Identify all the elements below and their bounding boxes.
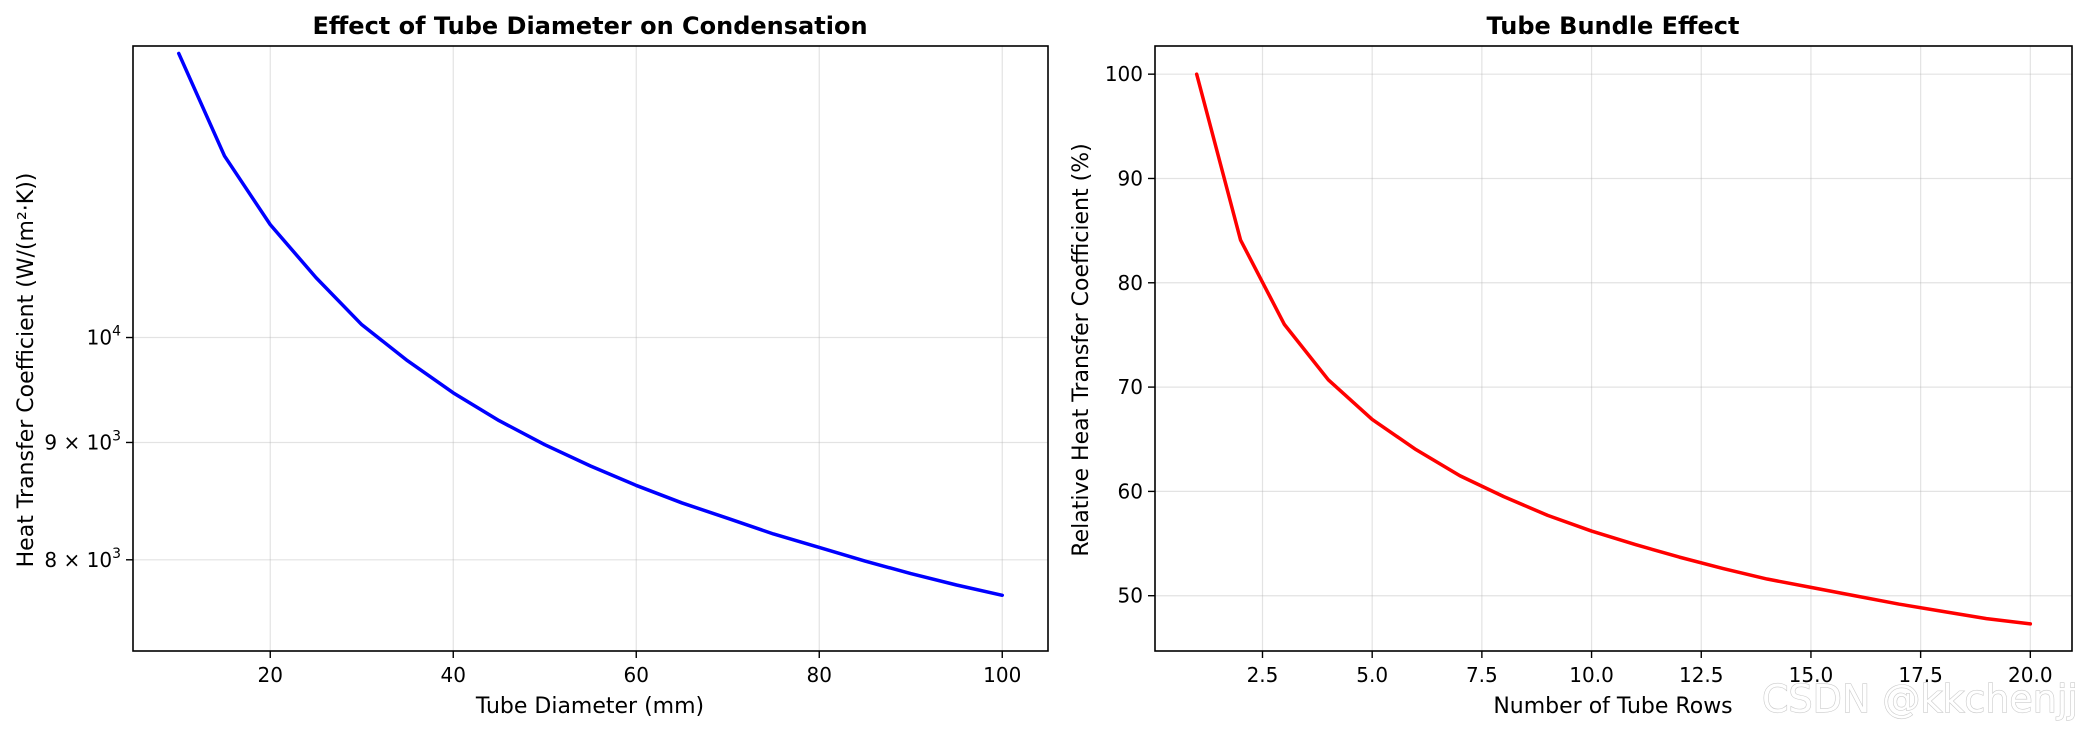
chart-title: Effect of Tube Diameter on Condensation: [312, 12, 867, 40]
x-tick-label: 40: [441, 663, 466, 687]
y-axis-label: Relative Heat Transfer Coefficient (%): [1069, 143, 1094, 556]
x-tick-label: 17.5: [1898, 663, 1943, 687]
grid: [133, 46, 1048, 651]
y-tick-label: 9 × 103: [44, 428, 121, 454]
axes-frame: [132, 45, 1049, 652]
axes-frame: [1154, 45, 2073, 652]
y-tick-label-exponent: 3: [112, 546, 121, 562]
grid: [1155, 46, 2072, 651]
x-axis-label: Tube Diameter (mm): [475, 694, 704, 719]
y-tick-label-exponent: 4: [112, 324, 121, 340]
x-axis-ticks: 2.5 5.0 7.5 10.0 12.5 15.0 17.5 20.0: [1247, 651, 2053, 687]
y-tick-label: 50: [1118, 584, 1143, 608]
y-tick-label: 80: [1118, 271, 1143, 295]
y-tick-label-base: 10: [87, 326, 112, 350]
y-tick-label: 8 × 103: [44, 546, 121, 572]
y-tick-label-base: 8 × 10: [44, 548, 112, 572]
x-tick-label: 60: [624, 663, 649, 687]
series-line-heat-transfer: [177, 51, 1004, 598]
y-tick-label: 70: [1118, 375, 1143, 399]
x-tick-label: 100: [983, 663, 1021, 687]
x-tick-label: 20.0: [2008, 663, 2053, 687]
chart-title: Tube Bundle Effect: [1487, 12, 1740, 40]
y-axis-ticks: 50 60 70 80 90 100: [1105, 62, 1155, 608]
x-tick-label: 15.0: [1789, 663, 1834, 687]
y-tick-label-base: 9 × 10: [44, 430, 112, 454]
y-tick-label-exponent: 3: [112, 428, 121, 444]
x-tick-label: 80: [807, 663, 832, 687]
y-tick-label: 100: [1105, 62, 1143, 86]
watermark: CSDN @kkchenjj: [1762, 677, 2078, 721]
x-tick-label: 2.5: [1247, 663, 1279, 687]
x-tick-label: 20: [258, 663, 283, 687]
y-axis-label: Heat Transfer Coefficient (W/(m²·K)): [14, 173, 39, 568]
x-tick-label: 10.0: [1569, 663, 1614, 687]
x-tick-label: 5.0: [1356, 663, 1388, 687]
y-tick-label: 104: [87, 324, 121, 350]
x-tick-label: 7.5: [1466, 663, 1498, 687]
series-line-relative-coefficient: [1194, 72, 2033, 626]
y-tick-label: 60: [1118, 479, 1143, 503]
y-tick-label: 90: [1118, 166, 1143, 190]
x-tick-label: 12.5: [1679, 663, 1724, 687]
subplot-tube-bundle: 2.5 5.0 7.5 10.0 12.5 15.0 17.5 20.0 50 60 70 80 90…: [1069, 12, 2073, 719]
x-axis-label: Number of Tube Rows: [1493, 694, 1732, 719]
x-axis-ticks: 20 40 60 80 100: [258, 651, 1021, 687]
